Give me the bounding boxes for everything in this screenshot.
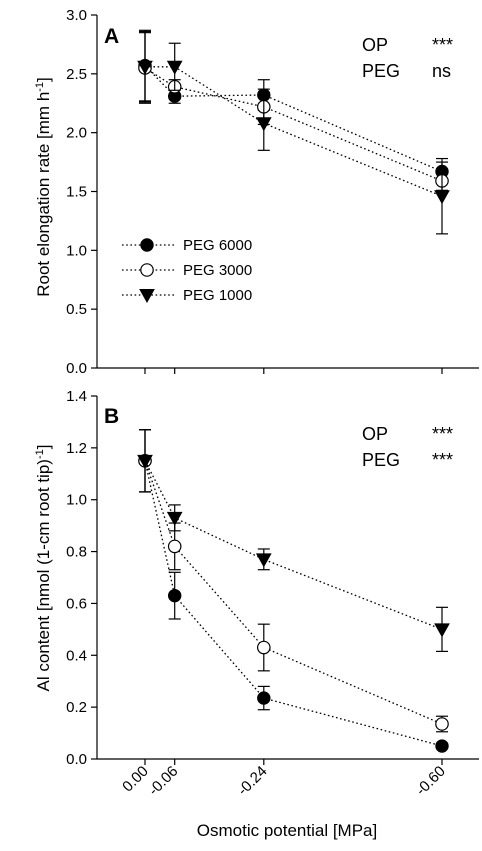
panel-a-y-tick-label: 3.0: [66, 7, 87, 24]
legend-label-peg-6000: PEG 6000: [183, 237, 252, 254]
panel-a-y-tick-label: 1.0: [66, 242, 87, 259]
x-tick-labels: 0.00-0.06 -0.24 -0.60: [119, 763, 449, 799]
panel-b: Al content [nmol (1-cm root tip)-1] B OP…: [34, 388, 479, 768]
panel-a-y-tick-label: 0.0: [66, 360, 87, 377]
legend-marker-peg-1000: [139, 289, 155, 304]
x-tick-label: -0.60: [413, 763, 449, 799]
panel-a-stat-peg-label: PEG: [362, 61, 400, 81]
panel-a: Root elongation rate [mm h-1] A OP *** P…: [34, 7, 479, 377]
panel-a-data-point-peg-1000: [434, 190, 450, 205]
panel-b-data-point-peg-3000: [435, 717, 449, 731]
panel-a-series-peg-6000: [138, 29, 449, 182]
panel-b-y-tick-label: 1.0: [66, 492, 87, 509]
panel-b-stat-peg-value: ***: [432, 450, 453, 470]
panel-a-y-tick-label: 2.5: [66, 66, 87, 83]
panel-a-data-point-peg-1000: [166, 60, 183, 75]
panel-a-series-line-peg-6000: [144, 65, 443, 173]
panel-a-y-axis-label: Root elongation rate [mm h-1]: [34, 77, 53, 297]
legend-label-peg-3000: PEG 3000: [183, 262, 252, 279]
panel-a-data-point-peg-1000: [137, 60, 153, 75]
panel-b-y-tick-label: 1.4: [66, 388, 87, 405]
panel-b-series-peg-3000: [138, 429, 449, 733]
legend-marker-peg-6000: [140, 238, 154, 252]
panel-b-y-tick-label: 0.0: [66, 751, 87, 768]
panel-a-stat-peg-value: ns: [432, 61, 451, 81]
panel-b-stat-peg-label: PEG: [362, 450, 400, 470]
panel-b-series-peg-6000: [138, 429, 449, 753]
panel-b-data-point-peg-1000: [137, 454, 153, 469]
panel-a-y-tick-label: 1.5: [66, 184, 87, 201]
x-tick-label: -0.24: [234, 763, 270, 799]
panel-b-y-axis-label: Al content [nmol (1-cm root tip)-1]: [34, 445, 53, 692]
panel-a-y-tick-label: 0.5: [66, 301, 87, 318]
panel-a-series-peg-1000: [137, 30, 450, 235]
panel-b-data-point-peg-3000: [167, 539, 182, 554]
panel-a-stat-op-label: OP: [362, 35, 388, 55]
panel-a-series-line-peg-1000: [145, 66, 443, 197]
panel-a-stat-op-value: ***: [432, 35, 453, 55]
panel-b-stat-op-label: OP: [362, 424, 388, 444]
panel-b-data-point-peg-1000: [255, 553, 272, 568]
panel-a-data-point-peg-1000: [255, 117, 272, 132]
x-axis-title: Osmotic potential [MPa]: [197, 821, 377, 840]
panel-a-y-axis-label-superscript: -1: [34, 82, 46, 92]
panel-b-letter: B: [104, 405, 119, 428]
legend-label-peg-1000: PEG 1000: [183, 287, 252, 304]
panel-a-y-tick-label: 2.0: [66, 125, 87, 142]
panel-a-legend: PEG 6000 PEG 3000 PEG 1000: [122, 237, 252, 304]
panel-b-y-tick-label: 0.4: [66, 647, 87, 664]
panel-a-series-line-peg-3000: [144, 67, 443, 182]
x-tick-label: -0.06: [145, 763, 181, 799]
legend-marker-peg-3000: [140, 263, 154, 277]
panel-b-series-line-peg-3000: [144, 460, 443, 725]
panel-b-data-point-peg-1000: [434, 623, 450, 638]
panel-b-series-peg-1000: [137, 429, 450, 652]
x-tick-label: 0.00: [119, 763, 152, 796]
panel-a-stats: OP *** PEG ns: [362, 35, 453, 81]
panel-b-stats: OP *** PEG ***: [362, 424, 453, 470]
panel-b-y-tick-label: 0.8: [66, 544, 87, 561]
panel-b-data-point-peg-6000: [257, 691, 271, 705]
panel-b-y-tick-label: 0.2: [66, 699, 87, 716]
panel-b-data-point-peg-6000: [435, 739, 449, 753]
panel-b-data-point-peg-1000: [166, 511, 183, 526]
panel-b-data-point-peg-3000: [256, 640, 271, 655]
panel-b-y-tick-label: 0.6: [66, 595, 87, 612]
panel-a-letter: A: [104, 25, 119, 48]
panel-b-y-axis-label-superscript: -1: [34, 449, 46, 459]
panel-a-series-peg-3000: [138, 32, 449, 191]
panel-b-series-line-peg-6000: [144, 460, 443, 747]
panel-b-y-tick-label: 1.2: [66, 440, 87, 457]
panel-b-series-line-peg-1000: [144, 460, 443, 631]
panel-b-stat-op-value: ***: [432, 424, 453, 444]
panel-b-data-point-peg-6000: [168, 588, 182, 603]
